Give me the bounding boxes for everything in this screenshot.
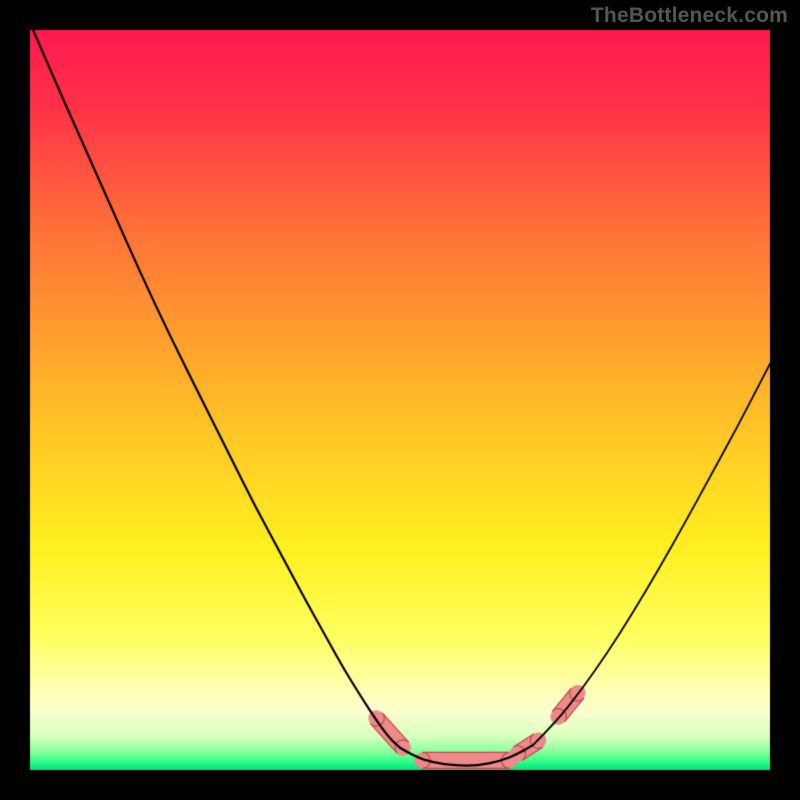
watermark-text: TheBottleneck.com [591, 4, 788, 28]
chart-stage: TheBottleneck.com [0, 0, 800, 800]
bottleneck-curve-canvas [0, 0, 800, 800]
